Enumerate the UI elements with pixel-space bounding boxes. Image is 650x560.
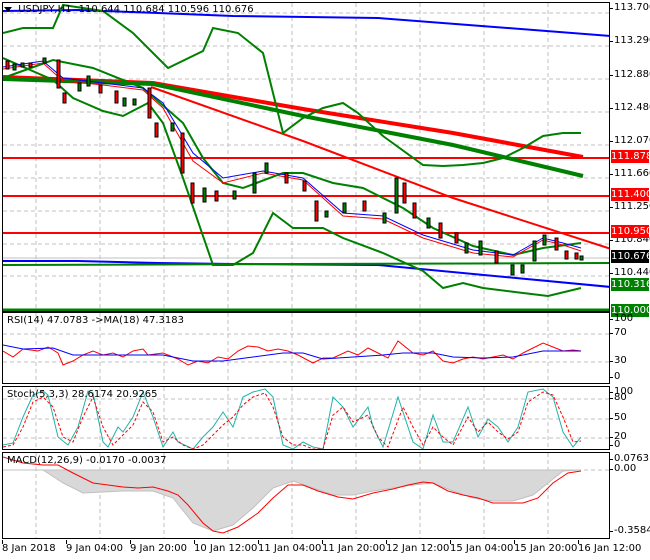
price-tick: 112.070	[609, 135, 650, 147]
level-badge-110950: 110.950	[611, 225, 650, 238]
price-tick: 113.700	[609, 2, 650, 14]
stoch-signal-line	[3, 391, 582, 449]
bollinger-upper	[3, 3, 581, 168]
descending-trendline	[150, 86, 609, 250]
level-badge-111400: 111.400	[611, 188, 650, 201]
price-tick: 110.440	[609, 267, 650, 279]
rsi-tick: 0	[609, 371, 621, 382]
time-label: 16 Jan 12:00	[578, 543, 642, 554]
time-label: 15 Jan 20:00	[514, 543, 578, 554]
candlesticks	[5, 57, 584, 276]
time-label: 11 Jan 20:00	[322, 543, 386, 554]
time-axis: 8 Jan 2018 9 Jan 04:00 9 Jan 20:00 10 Ja…	[0, 540, 650, 560]
stoch-title: Stoch(5,3,3) 28.6174 20.9265	[7, 389, 158, 400]
symbol-label: USDJPY,H1	[18, 4, 72, 15]
macd-signal-line	[3, 456, 582, 534]
time-label: 11 Jan 04:00	[258, 543, 322, 554]
stoch-axis: 100 80 50 20 0	[609, 386, 650, 450]
price-tick: 112.880	[609, 69, 650, 81]
ohlc-values: 110.644 110.684 110.596 110.676	[78, 4, 254, 15]
time-label: 12 Jan 12:00	[386, 543, 450, 554]
rsi-tick: 70	[610, 327, 627, 338]
time-label: 9 Jan 04:00	[66, 543, 123, 554]
price-tick: 110.840	[609, 234, 650, 246]
bollinger-lower	[3, 57, 582, 298]
macd-tick: -0.3584	[610, 525, 650, 537]
macd-tick: 0.0763	[610, 453, 649, 464]
level-badge-110316: 110.316	[611, 278, 650, 291]
current-price-badge: 110.676	[611, 250, 650, 263]
macd-tick: 0.00	[609, 463, 637, 474]
stoch-tick: 0	[609, 439, 621, 450]
time-label: 8 Jan 2018	[2, 543, 56, 554]
time-label: 10 Jan 12:00	[194, 543, 258, 554]
macd-histogram	[3, 469, 582, 532]
stoch-tick: 50	[610, 412, 627, 423]
ma-red-short	[3, 62, 582, 258]
stoch-canvas	[3, 387, 609, 449]
macd-canvas	[3, 453, 609, 538]
price-tick: 113.290	[609, 35, 650, 47]
triangle-down-icon[interactable]	[4, 6, 12, 12]
rsi-canvas	[3, 313, 609, 383]
stoch-tick: 100	[609, 386, 634, 397]
level-badge-111878: 111.878	[611, 150, 650, 163]
price-chart-canvas	[3, 3, 609, 311]
price-chart-panel[interactable]	[2, 2, 610, 312]
ma-green-thick	[3, 77, 584, 178]
level-badge-110000: 110.000	[611, 304, 650, 317]
price-tick: 111.250	[609, 201, 650, 213]
stoch-tick: 20	[610, 431, 627, 442]
rsi-tick: 30	[610, 355, 627, 366]
stochastic-panel[interactable]: Stoch(5,3,3) 28.6174 20.9265	[2, 386, 610, 450]
macd-title: MACD(12,26,9) -0.0170 -0.0037	[7, 455, 167, 466]
macd-axis: 0.0763 0.00 -0.3584	[609, 452, 650, 539]
rsi-panel[interactable]: RSI(14) 47.0783 ->MA(18) 47.3183	[2, 312, 610, 384]
rsi-title: RSI(14) 47.0783 ->MA(18) 47.3183	[7, 315, 184, 326]
price-tick: 112.480	[609, 102, 650, 114]
time-label: 15 Jan 04:00	[450, 543, 514, 554]
rsi-tick: 100	[609, 313, 634, 324]
price-tick: 111.660	[609, 168, 650, 180]
chart-header: USDJPY,H1 110.644 110.684 110.596 110.67…	[4, 4, 254, 15]
stoch-main-line	[3, 388, 582, 449]
time-label: 9 Jan 20:00	[130, 543, 187, 554]
macd-panel[interactable]: MACD(12,26,9) -0.0170 -0.0037	[2, 452, 610, 539]
rsi-ma-line	[3, 344, 581, 362]
stoch-tick: 80	[610, 392, 627, 403]
rsi-axis: 100 70 30 0	[609, 312, 650, 384]
price-axis: 113.700 113.290 112.880 112.480 112.070 …	[609, 2, 650, 317]
upper-channel-line	[3, 8, 609, 37]
ma-blue-short	[3, 60, 582, 256]
